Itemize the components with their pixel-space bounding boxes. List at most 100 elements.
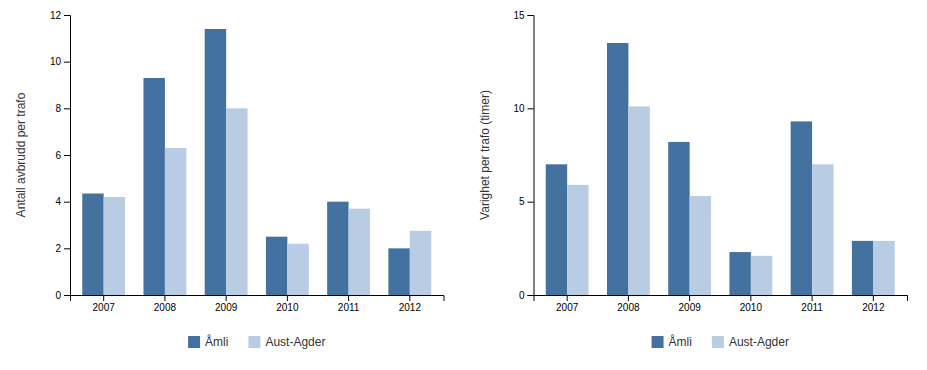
x-axis-line [534,296,908,302]
bar [873,241,894,295]
y-tick-mark [64,295,70,296]
bar [104,197,125,295]
y-axis-line [64,16,71,296]
x-tick-mark [628,295,629,301]
x-tick-label: 2012 [399,302,422,313]
x-tick-label: 2011 [338,302,360,313]
bar [567,185,588,295]
y-tick-label: 4 [55,196,61,207]
y-tick-label: 15 [513,10,525,21]
bar [410,231,431,295]
x-tick: 2011 [338,295,360,313]
x-tick-mark [409,295,410,301]
y-tick-label: 10 [513,103,525,114]
y-tick-mark [528,202,534,203]
bar-series [82,29,410,295]
y-tick-label: 6 [55,150,61,161]
y-tick-mark [64,202,70,203]
x-tick-mark [226,295,227,301]
y-axis-line [528,16,535,296]
legend: Åmli Aust-Agder [652,334,789,349]
bar [668,142,689,295]
x-tick-label: 2009 [215,302,238,313]
legend-item: Aust-Agder [248,335,325,349]
y-tick-mark [528,295,534,296]
bar-series [104,108,432,295]
x-axis-line [71,296,445,302]
y-tick-label: 8 [55,103,61,114]
bar [751,256,772,295]
x-tick-label: 2012 [862,302,885,313]
x-tick: 2010 [276,295,299,313]
x-axis: 2007 2008 2009 2010 2011 2012 [71,295,445,313]
y-tick: 4 [55,196,70,207]
x-tick: 2008 [154,295,177,313]
y-tick-label: 10 [50,56,62,67]
bar [165,148,186,295]
y-tick-label: 0 [55,290,61,301]
y-tick: 15 [513,10,533,21]
y-tick: 12 [50,10,70,21]
y-axis-title: Antall avbrudd per trafo [14,92,28,217]
y-tick: 6 [55,150,70,161]
y-tick: 2 [55,243,70,254]
x-tick-label: 2008 [154,302,177,313]
bar [607,43,628,295]
x-tick: 2011 [801,295,823,313]
y-tick: 0 [519,290,534,301]
bar [82,194,103,296]
y-tick-mark [64,248,70,249]
y-axis-title: Varighet per trafo (timer) [478,90,492,220]
y-tick-mark [64,155,70,156]
bar [266,237,287,295]
y-tick: 0 [55,290,70,301]
bar [388,248,409,295]
x-tick-mark [164,295,165,301]
y-tick: 5 [519,196,534,207]
x-tick: 2009 [679,295,702,313]
x-tick: 2007 [556,295,579,313]
x-axis: 2007 2008 2009 2010 2011 2012 [534,295,908,313]
bar-series [567,106,895,295]
bar [729,252,750,295]
x-tick: 2008 [617,295,640,313]
x-tick-label: 2008 [617,302,640,313]
bar [143,78,164,295]
x-tick-mark [287,295,288,301]
plot-area [546,43,895,295]
y-tick-mark [64,108,70,109]
legend-label: Aust-Agder [729,335,789,349]
bar [287,244,308,295]
legend-item: Åmli [652,334,692,349]
legend-item: Åmli [188,334,228,349]
bar [205,29,226,295]
x-tick: 2010 [740,295,763,313]
x-tick-label: 2010 [276,302,299,313]
x-tick-mark [873,295,874,301]
y-tick: 8 [55,103,70,114]
x-tick-mark [348,295,349,301]
y-tick-label: 0 [519,290,525,301]
bar [628,106,649,295]
x-tick-mark [567,295,568,301]
legend-swatch [248,336,260,348]
panel: 0 2 4 6 8 10 12 2007 2008 2009 2010 2011 2012 Antall … [14,10,444,349]
x-tick: 2012 [862,295,885,313]
x-tick-label: 2007 [556,302,579,313]
y-tick-mark [64,62,70,63]
x-tick-mark [689,295,690,301]
y-tick-mark [64,15,70,16]
legend-label: Aust-Agder [265,335,325,349]
bar [852,241,873,295]
y-tick-label: 12 [50,10,62,21]
y-tick-label: 5 [519,196,525,207]
bar [812,164,833,295]
legend-swatch [652,336,664,348]
bar [791,121,812,295]
y-tick-mark [528,108,534,109]
x-tick: 2007 [93,295,116,313]
x-tick-label: 2010 [740,302,763,313]
legend-label: Åmli [205,334,228,349]
legend-item: Aust-Agder [712,335,789,349]
x-tick: 2012 [399,295,422,313]
